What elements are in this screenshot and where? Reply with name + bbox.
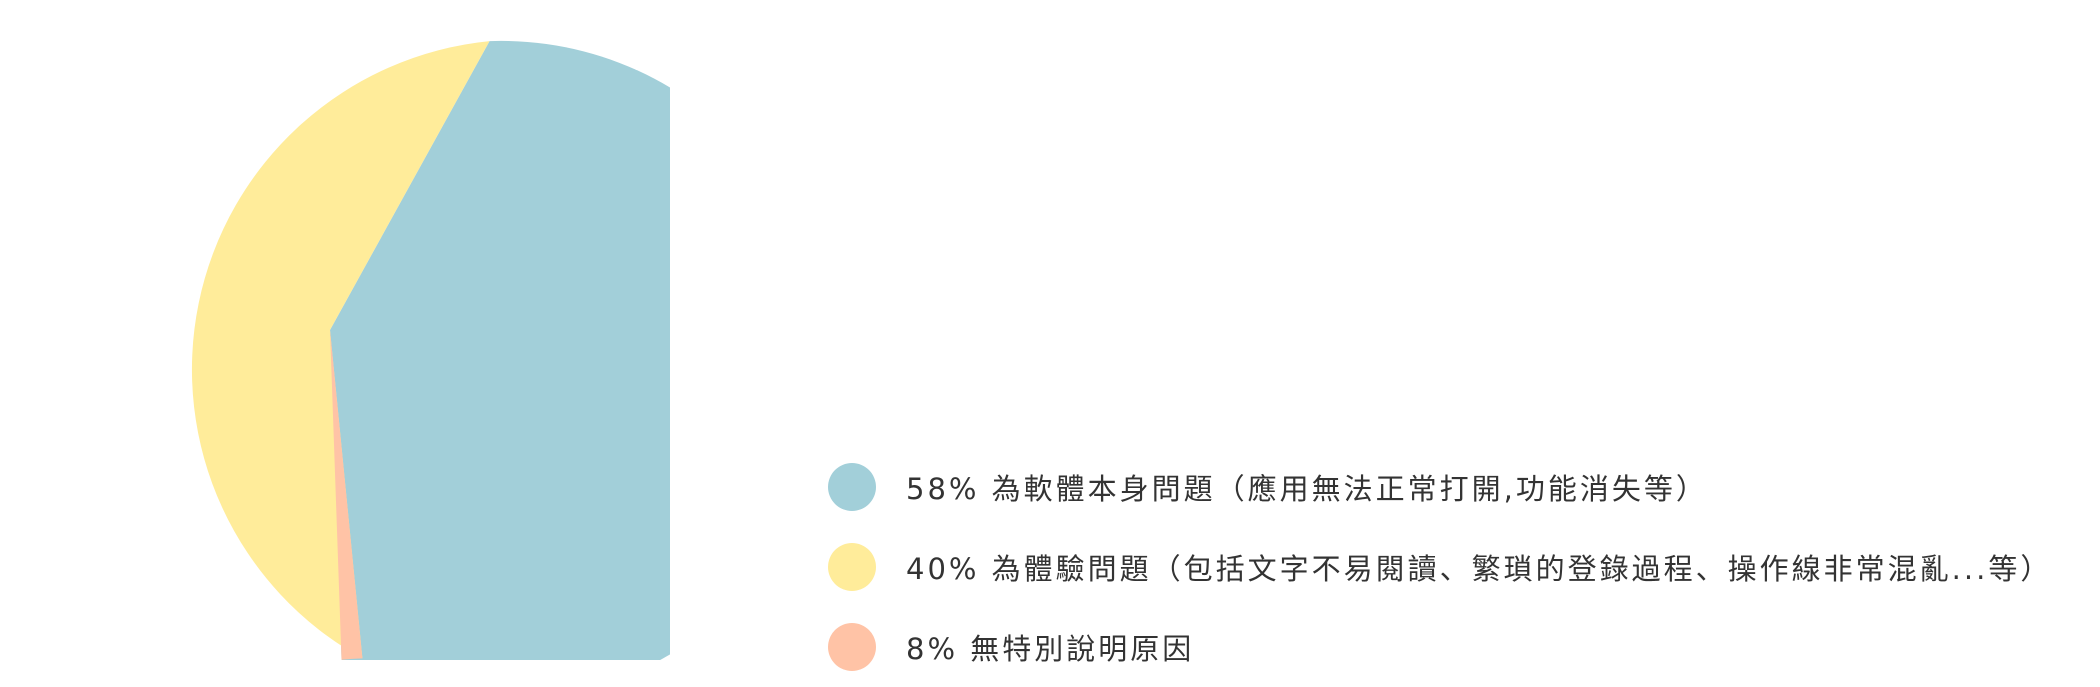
legend-label-experience: 40% 為體驗問題（包括文字不易閱讀、繁瑣的登錄過程、操作線非常混亂...等） (906, 546, 2052, 588)
legend-item-experience: 40% 為體驗問題（包括文字不易閱讀、繁瑣的登錄過程、操作線非常混亂...等） (828, 527, 2052, 607)
legend-label-unspecified: 8% 無特別說明原因 (906, 626, 1194, 668)
legend-item-software: 58% 為軟體本身問題（應用無法正常打開,功能消失等） (828, 447, 2052, 527)
legend-swatch-experience (828, 543, 876, 591)
pie-chart (0, 0, 670, 660)
legend-swatch-unspecified (828, 623, 876, 671)
legend-label-software: 58% 為軟體本身問題（應用無法正常打開,功能消失等） (906, 466, 1708, 508)
legend-swatch-software (828, 463, 876, 511)
legend-item-unspecified: 8% 無特別說明原因 (828, 607, 2052, 687)
legend: 58% 為軟體本身問題（應用無法正常打開,功能消失等） 40% 為體驗問題（包括… (828, 447, 2052, 687)
